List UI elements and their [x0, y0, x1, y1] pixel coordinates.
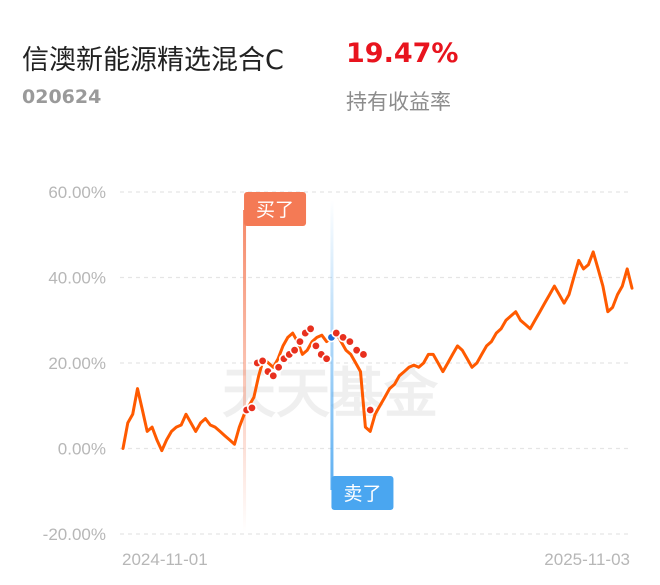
x-axis: 2024-11-01 2025-11-03 — [122, 550, 630, 569]
y-tick-label: 0.00% — [58, 440, 106, 459]
buy-point — [257, 355, 268, 366]
buy-point — [305, 323, 316, 334]
post-point — [344, 336, 355, 347]
buy-point — [289, 345, 300, 356]
post-point — [358, 349, 369, 360]
y-tick-label: 60.00% — [48, 183, 106, 202]
chart-grid — [120, 191, 632, 535]
y-tick-label: 40.00% — [48, 269, 106, 288]
holding-return-value: 19.47% — [346, 38, 459, 69]
fund-name: 信澳新能源精选混合C — [22, 45, 284, 76]
sell-marker[interactable]: 卖了 — [330, 200, 394, 510]
buy-line — [243, 210, 247, 532]
series-line — [121, 250, 634, 453]
buy-tag[interactable] — [244, 192, 307, 226]
holding-return-label: 持有收益率 — [346, 90, 451, 114]
buy-point — [294, 336, 305, 347]
post-point — [365, 405, 376, 416]
trade-points — [241, 323, 376, 416]
return-series-line — [121, 250, 634, 453]
x-tick-label: 2025-11-03 — [544, 550, 630, 569]
y-tick-label: -20.00% — [43, 525, 106, 544]
sell-tag-label: 卖了 — [343, 483, 381, 505]
sell-line — [330, 200, 334, 490]
x-tick-label: 2024-11-01 — [122, 550, 208, 569]
buy-tag-label: 买了 — [256, 199, 294, 221]
buy-point — [321, 353, 332, 364]
y-axis: 60.00% 40.00% 20.00% 0.00% -20.00% — [43, 183, 106, 544]
buy-point — [246, 402, 257, 413]
y-tick-label: 20.00% — [48, 354, 106, 373]
fund-code: 020624 — [22, 86, 102, 108]
buy-point — [268, 370, 279, 381]
buy-marker[interactable]: 买了 — [243, 192, 307, 532]
buy-point — [310, 340, 321, 351]
sell-tag[interactable] — [331, 476, 394, 510]
buy-point — [273, 362, 284, 373]
